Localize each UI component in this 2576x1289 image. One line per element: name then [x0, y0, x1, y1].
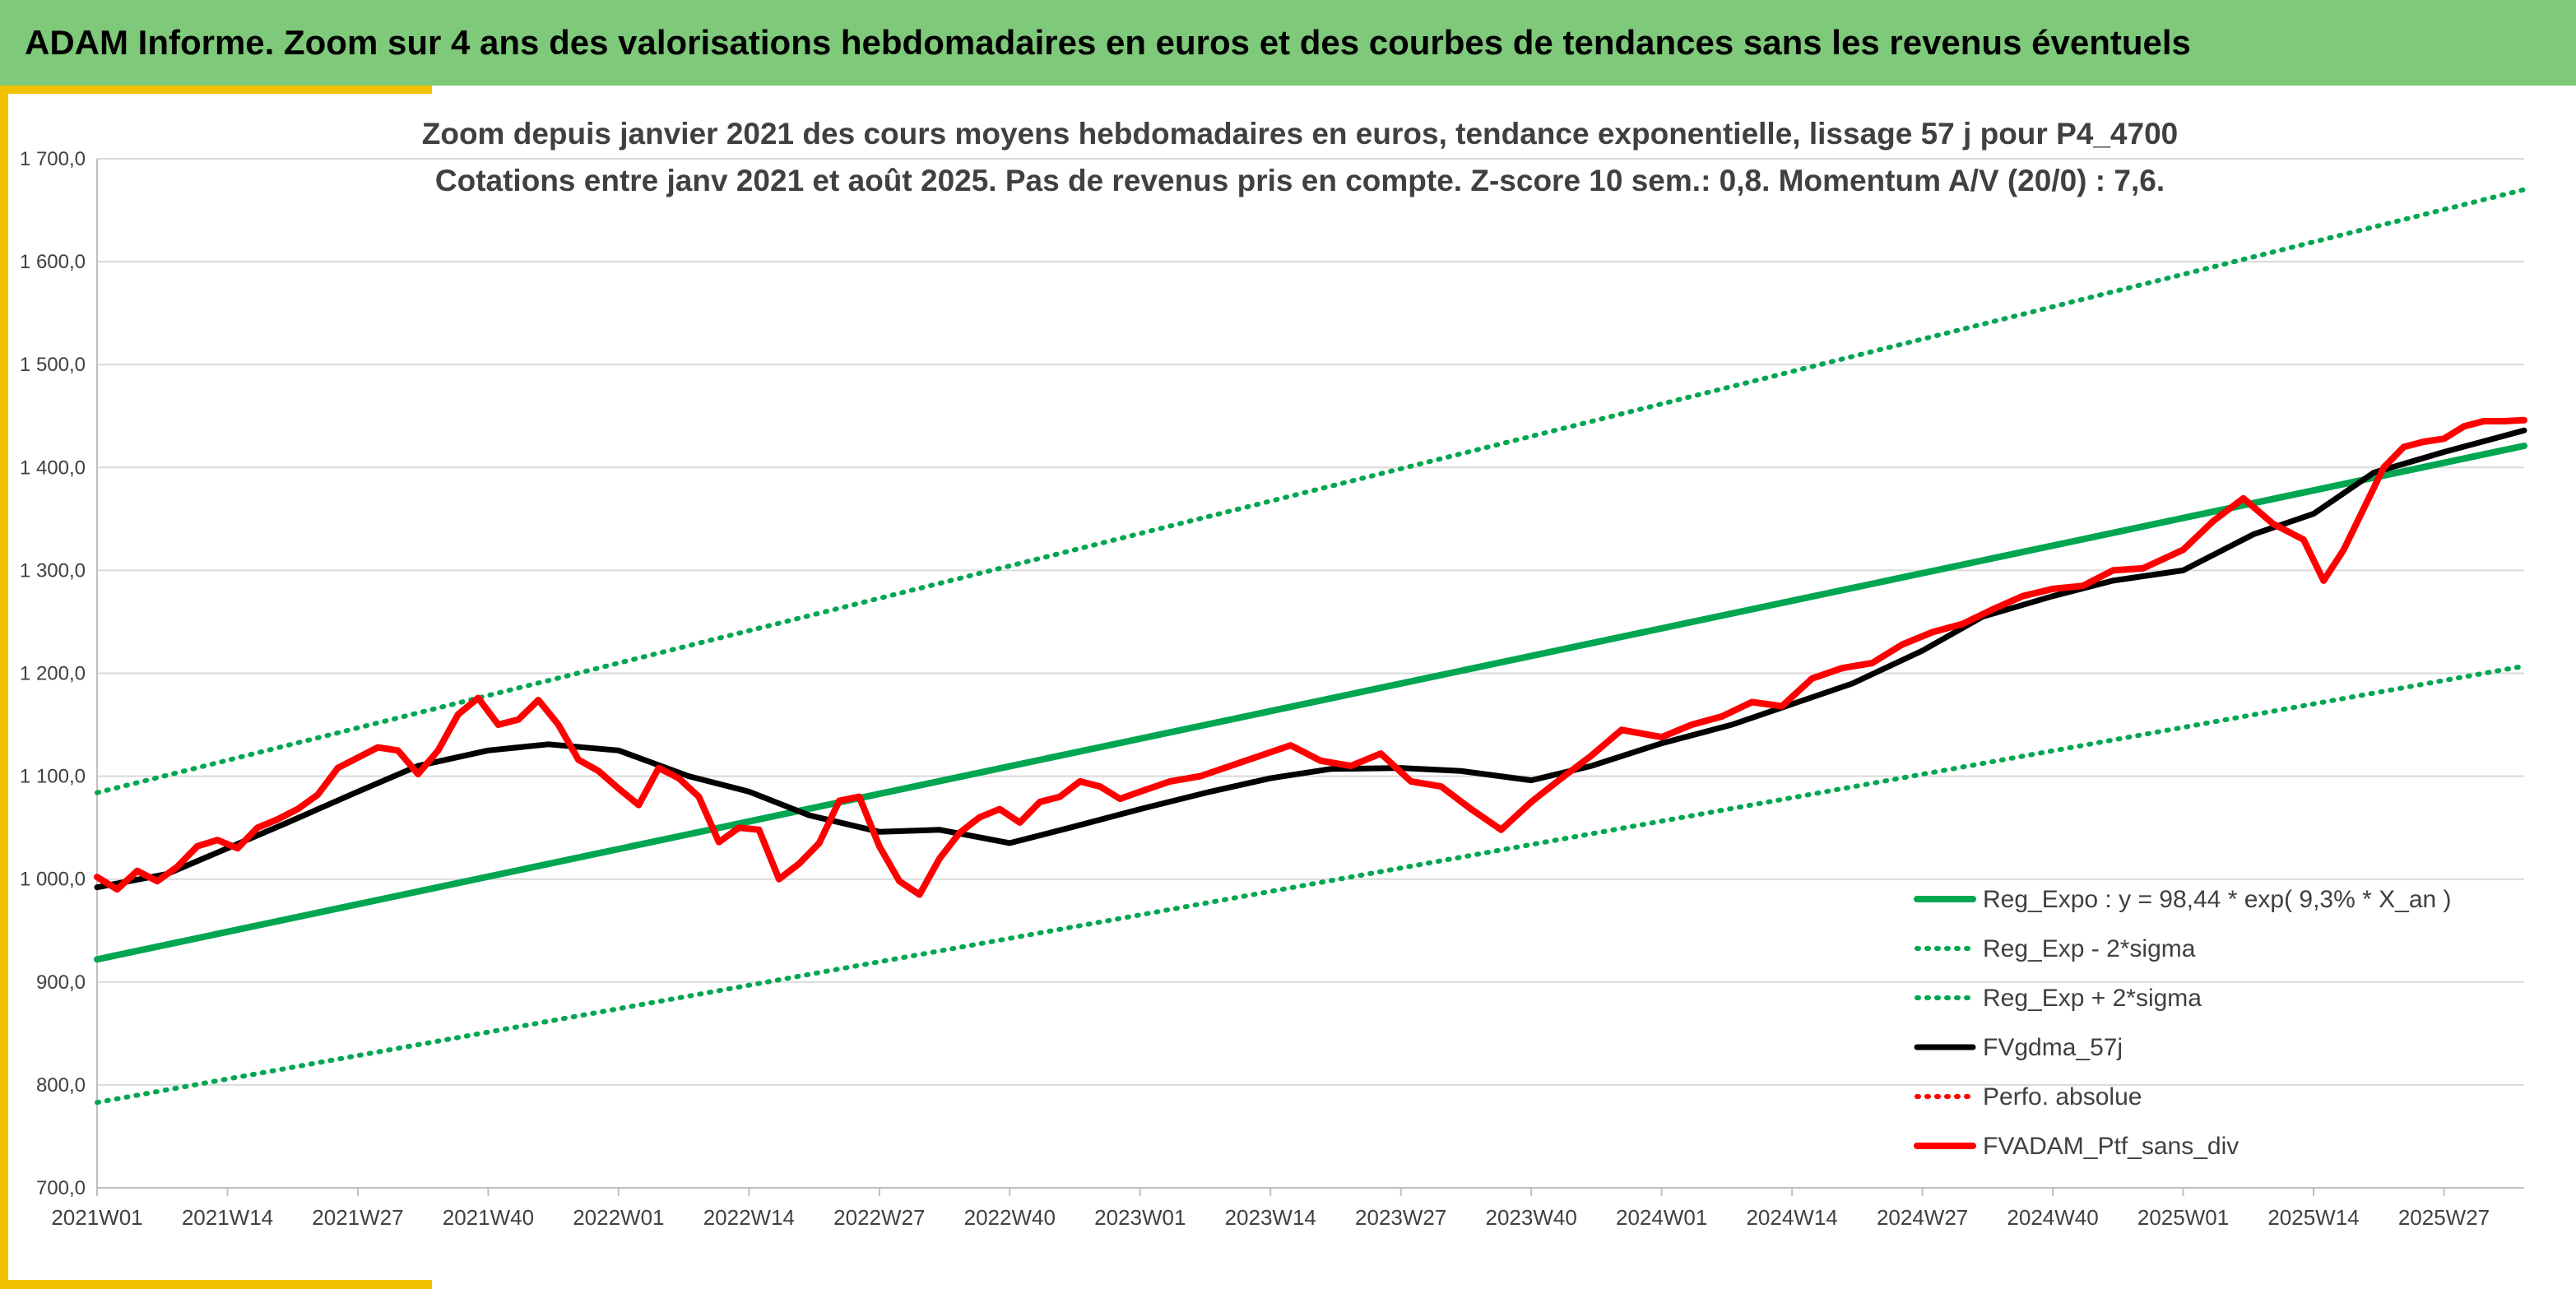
axes: 700,0 800,0 900,0 1 000,0 1 100,0 1 200,0 1 30… — [20, 148, 2524, 1230]
x-tick-label: 2025W27 — [2398, 1205, 2490, 1230]
report-banner: ADAM Informe. Zoom sur 4 ans des valoris… — [0, 0, 2576, 86]
x-tick-label: 2024W40 — [2007, 1205, 2098, 1230]
y-tick-label: 1 000,0 — [20, 869, 86, 891]
legend-entry: FVgdma_57j — [1983, 1034, 2123, 1061]
frame-left-border — [0, 86, 8, 1289]
x-tick-label: 2024W01 — [1616, 1205, 1707, 1230]
legend: Reg_Expo : y = 98,44 * exp( 9,3% * X_an … — [1914, 886, 2452, 1160]
frame-top-border — [0, 86, 432, 94]
x-tick-label: 2023W14 — [1225, 1205, 1316, 1230]
series-line-3 — [95, 187, 2527, 795]
y-tick-label: 800,0 — [36, 1074, 86, 1097]
y-tick-label: 1 300,0 — [20, 559, 86, 582]
series-lines — [94, 187, 2527, 1106]
series-line-1 — [94, 443, 2527, 963]
x-tick-label: 2022W40 — [964, 1205, 1056, 1230]
series-line-2 — [95, 663, 2527, 1106]
y-tick-label: 900,0 — [36, 971, 86, 994]
chart-subtitle-line-1: Zoom depuis janvier 2021 des cours moyen… — [422, 117, 2178, 151]
legend-entry: Perfo. absolue — [1983, 1083, 2142, 1110]
x-tick-label: 2025W01 — [2137, 1205, 2229, 1230]
y-tick-label: 1 600,0 — [20, 251, 86, 273]
report-title: ADAM Informe. Zoom sur 4 ans des valoris… — [25, 23, 2191, 62]
x-tick-label: 2021W27 — [312, 1205, 403, 1230]
x-tick-label: 2025W14 — [2267, 1205, 2359, 1230]
chart-subtitle-line-2: Cotations entre janv 2021 et août 2025. … — [435, 164, 2165, 197]
x-tick-label: 2021W01 — [51, 1205, 142, 1230]
x-tick-label: 2022W27 — [833, 1205, 925, 1230]
x-tick-label: 2022W01 — [573, 1205, 664, 1230]
x-tick-label: 2023W40 — [1486, 1205, 1577, 1230]
legend-entry: FVADAM_Ptf_sans_div — [1983, 1133, 2239, 1160]
x-tick-label: 2021W40 — [443, 1205, 534, 1230]
y-tick-label: 1 700,0 — [20, 148, 86, 170]
x-tick-label: 2022W14 — [703, 1205, 795, 1230]
legend-entry: Reg_Exp - 2*sigma — [1983, 935, 2196, 962]
y-tick-label: 1 400,0 — [20, 457, 86, 479]
series-line-4 — [94, 427, 2527, 891]
y-tick-label: 1 100,0 — [20, 766, 86, 788]
x-tick-label: 2024W14 — [1746, 1205, 1837, 1230]
x-tick-label: 2024W27 — [1877, 1205, 1968, 1230]
frame-bottom-border — [0, 1280, 432, 1289]
y-tick-label: 1 500,0 — [20, 354, 86, 376]
x-tick-label: 2023W01 — [1094, 1205, 1186, 1230]
legend-entry: Reg_Expo : y = 98,44 * exp( 9,3% * X_an … — [1983, 886, 2452, 913]
y-tick-label: 1 200,0 — [20, 663, 86, 685]
y-tick-label: 700,0 — [36, 1177, 86, 1199]
x-tick-label: 2023W27 — [1355, 1205, 1446, 1230]
series-line-6 — [94, 416, 2527, 898]
x-tick-label: 2021W14 — [182, 1205, 273, 1230]
legend-entry: Reg_Exp + 2*sigma — [1983, 985, 2202, 1012]
